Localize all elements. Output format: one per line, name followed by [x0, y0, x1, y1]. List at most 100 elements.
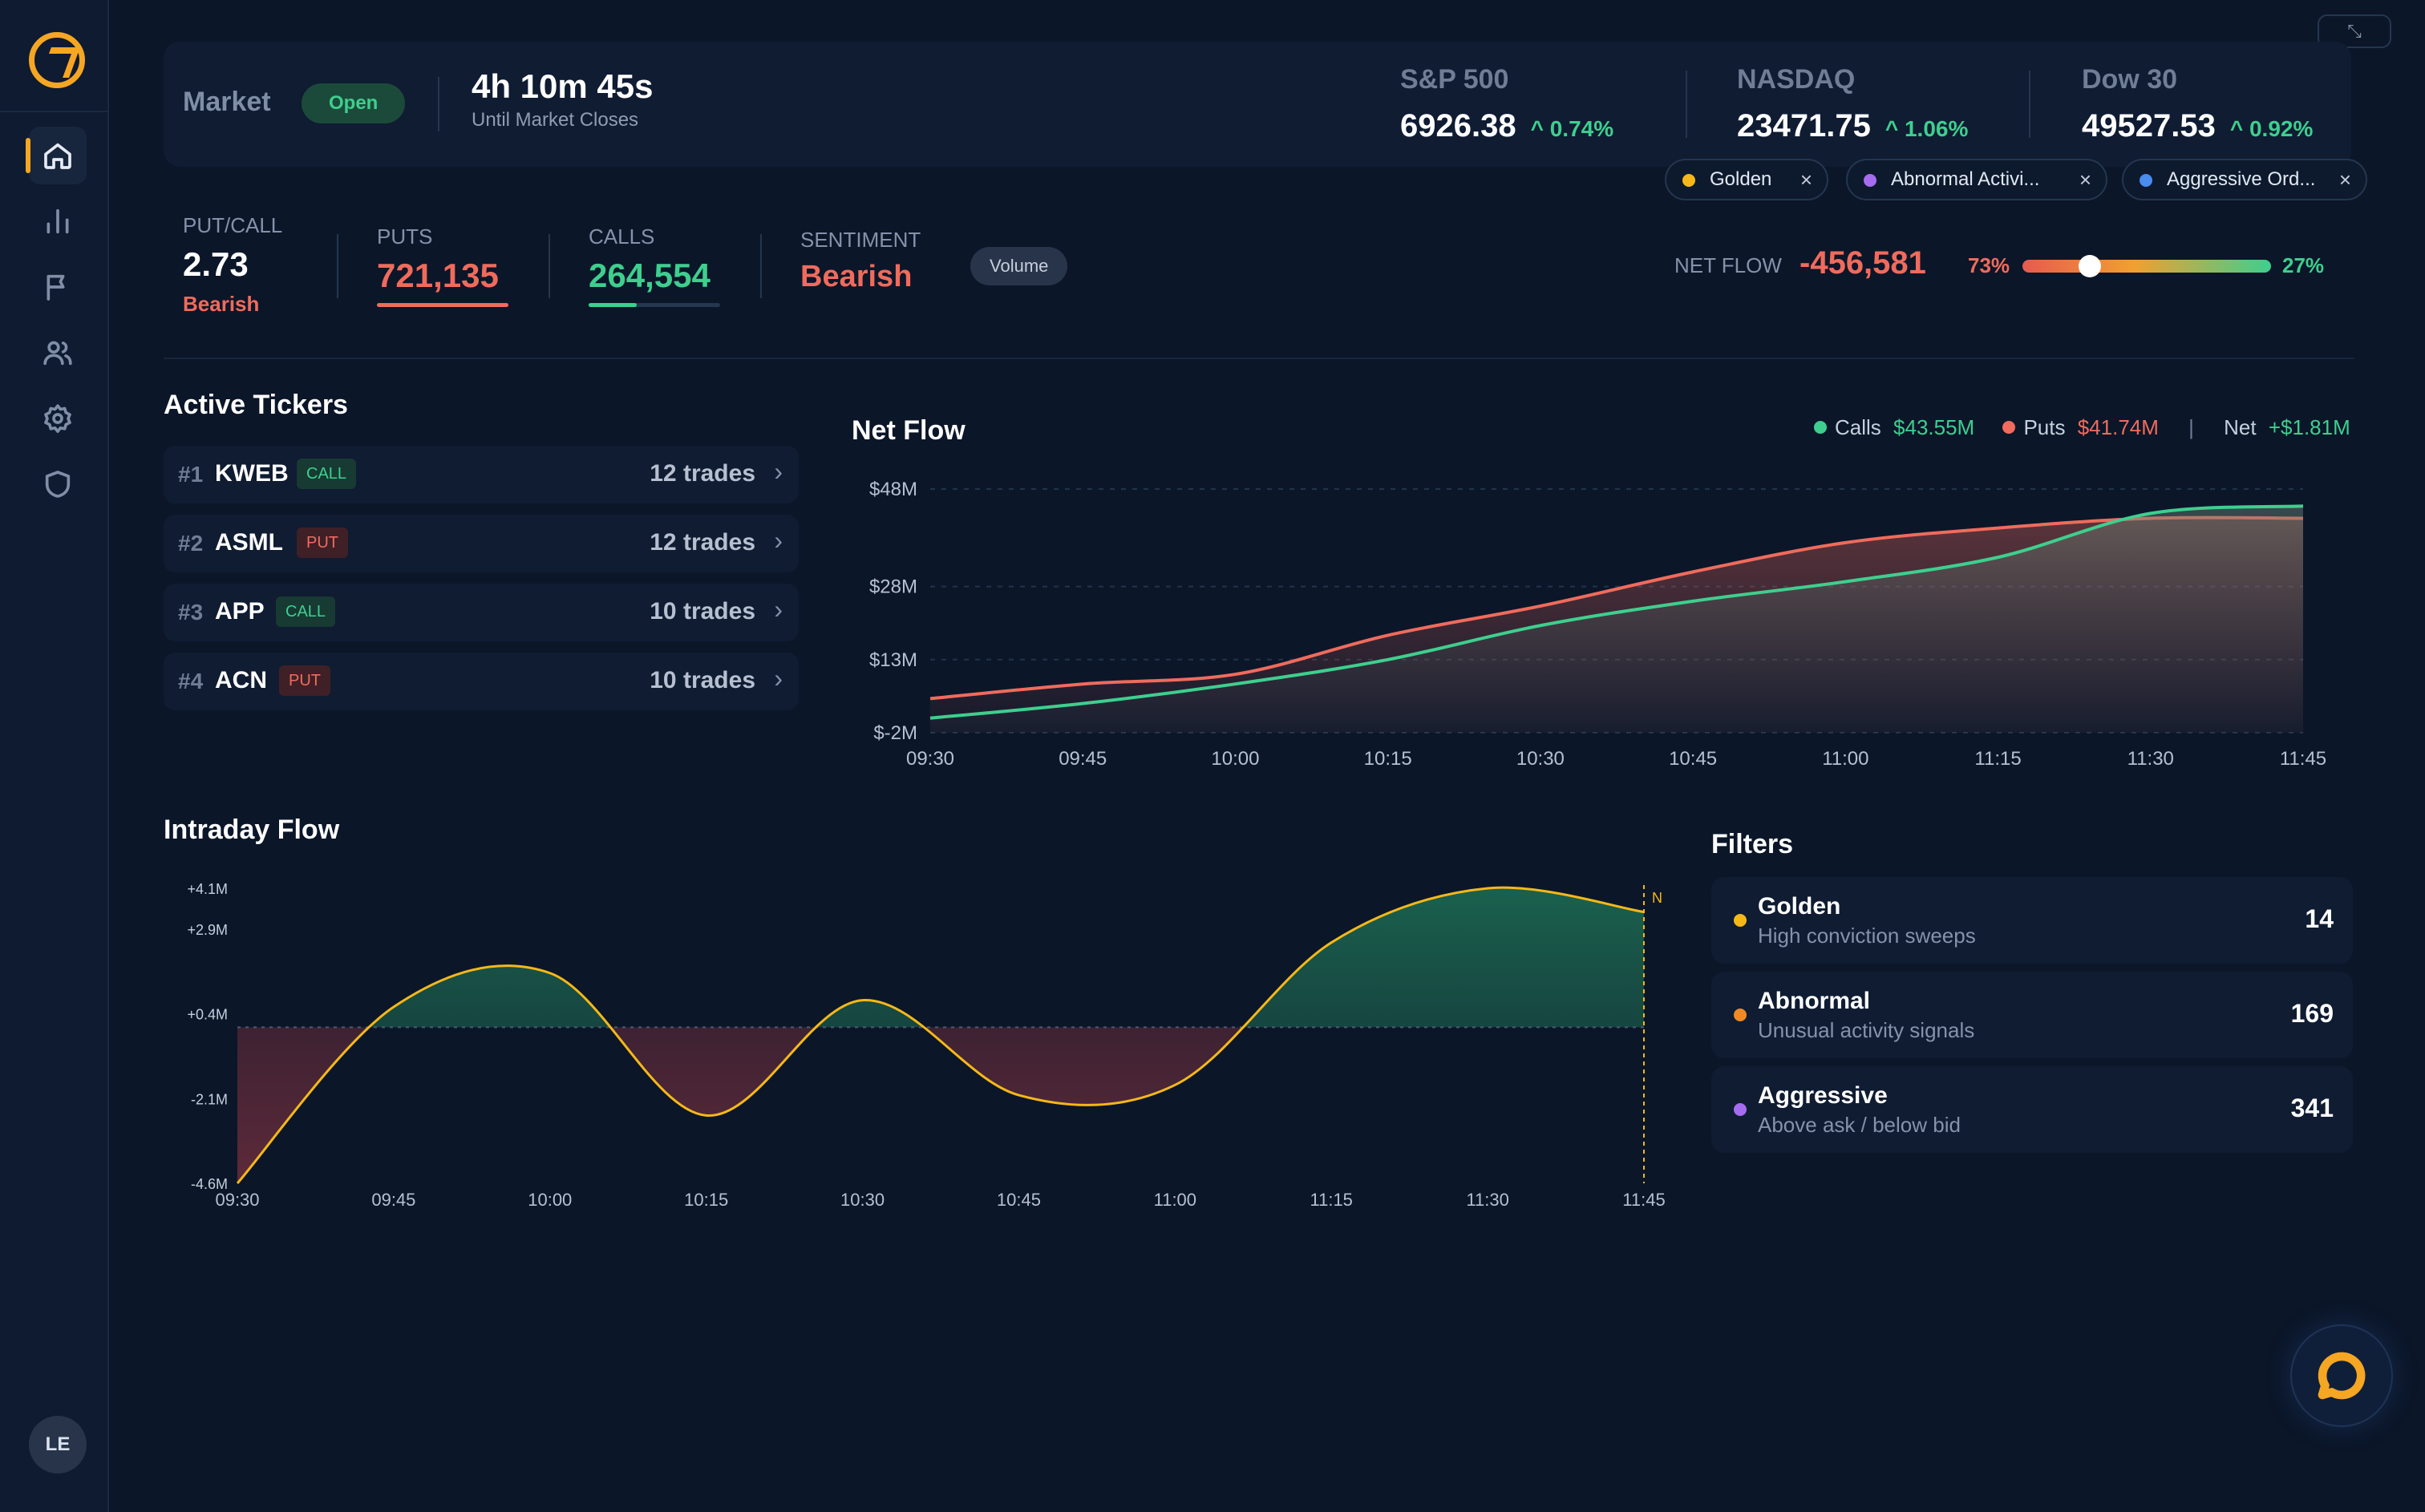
chip-label: Abnormal Activi... [1891, 168, 2040, 190]
x-tick-label: 11:00 [1154, 1190, 1196, 1210]
puts-label: PUTS [377, 224, 433, 249]
market-bar: Market Open 4h 10m 45s Until Market Clos… [164, 42, 2351, 167]
x-tick-label: 10:30 [840, 1190, 885, 1210]
calls-bar [589, 303, 637, 307]
index-dow30: Dow 30 49527.53 ^ 0.92% [2082, 64, 2313, 144]
y-tick-label: $48M [869, 479, 917, 500]
volume-button[interactable]: Volume [970, 247, 1068, 285]
nav-users[interactable] [29, 324, 87, 382]
divider [2029, 71, 2030, 138]
x-tick-label: 11:30 [1466, 1190, 1508, 1210]
filter-subtitle: Unusual activity signals [1758, 1018, 1975, 1042]
filter-dot [1734, 1009, 1747, 1021]
x-tick-label: 09:30 [906, 748, 954, 770]
ticker-trades: 12 trades [650, 460, 755, 487]
index-change: ^ 0.74% [1530, 116, 1614, 141]
y-tick-label: -4.6M [191, 1176, 228, 1192]
putcall-label: PUT/CALL [183, 213, 283, 237]
chip-aggressive[interactable]: Aggressive Ord... × [2122, 159, 2367, 200]
index-name: Dow 30 [2082, 64, 2178, 95]
flag-icon [47, 274, 65, 301]
filter-title: Aggressive [1758, 1082, 1888, 1109]
index-name: NASDAQ [1737, 64, 1856, 95]
x-tick-label: 10:45 [997, 1190, 1041, 1210]
index-change: ^ 1.06% [1885, 116, 1969, 141]
x-tick-label: 10:00 [1211, 748, 1259, 770]
chevron-right-icon: › [774, 664, 783, 693]
nav-home[interactable] [26, 127, 87, 184]
ticker-row[interactable]: #1 KWEB CALL 12 trades › [164, 446, 799, 503]
divider [337, 234, 338, 298]
y-tick-label: +2.9M [187, 922, 228, 938]
putcall-note: Bearish [183, 292, 260, 316]
x-tick-label: 11:15 [1310, 1190, 1353, 1210]
ticker-trades: 12 trades [650, 529, 755, 556]
sentiment-label: SENTIMENT [800, 228, 921, 252]
close-icon[interactable]: × [1800, 168, 1812, 192]
filter-title: Golden [1758, 893, 1841, 920]
x-tick-label: 10:30 [1516, 748, 1565, 770]
avatar[interactable]: LE [29, 1416, 87, 1474]
calls-value: 264,554 [589, 257, 710, 294]
ticker-rank: #2 [178, 531, 204, 556]
gear-icon [44, 404, 71, 433]
x-tick-label: 11:15 [1974, 748, 2021, 770]
filter-golden[interactable]: Golden High conviction sweeps 14 [1711, 877, 2353, 964]
countdown-caption: Until Market Closes [472, 109, 639, 131]
legend-puts-label: Puts [2023, 415, 2066, 439]
divider [760, 234, 762, 298]
y-tick-label: $28M [869, 576, 917, 598]
nav-security[interactable] [29, 455, 87, 513]
y-tick-label: -2.1M [191, 1091, 228, 1107]
index-value: 23471.75 [1737, 108, 1871, 144]
ticker-type-badge: PUT [297, 528, 348, 558]
divider [1686, 71, 1687, 138]
y-tick-label: +0.4M [187, 1007, 228, 1023]
home-icon [44, 143, 71, 169]
calls-label: CALLS [589, 224, 655, 249]
netflow-legend: Calls $43.55M Puts $41.74M | Net +$1.81M [1814, 415, 2350, 440]
collapse-icon[interactable]: ⤡ [2318, 14, 2391, 48]
ticker-row[interactable]: #3 APP CALL 10 trades › [164, 584, 799, 641]
nav-settings[interactable] [29, 390, 87, 447]
index-value: 6926.38 [1400, 108, 1516, 144]
filter-subtitle: High conviction sweeps [1758, 924, 1976, 948]
legend-calls-value: $43.55M [1893, 415, 1975, 439]
index-change: ^ 0.92% [2229, 116, 2314, 141]
bar-chart-icon [47, 208, 69, 234]
chip-label: Golden [1710, 168, 1772, 190]
ticker-symbol: KWEB [215, 460, 289, 487]
chip-abnormal[interactable]: Abnormal Activi... × [1846, 159, 2107, 200]
nav-analytics[interactable] [29, 192, 87, 250]
chip-label: Aggressive Ord... [2167, 168, 2316, 190]
divider [438, 77, 439, 131]
ticker-row[interactable]: #4 ACN PUT 10 trades › [164, 653, 799, 710]
close-icon[interactable]: × [2079, 168, 2091, 192]
x-tick-label: 10:00 [528, 1190, 572, 1210]
nav-flags[interactable] [29, 258, 87, 316]
chip-golden[interactable]: Golden × [1665, 159, 1828, 200]
filter-abnormal[interactable]: Abnormal Unusual activity signals 169 [1711, 972, 2353, 1058]
shield-icon [45, 471, 71, 498]
puts-value: 721,135 [377, 257, 499, 294]
sidebar-divider [0, 111, 109, 112]
ticker-row[interactable]: #2 ASML PUT 12 trades › [164, 515, 799, 572]
legend-separator: | [2188, 415, 2194, 439]
ticker-type-badge: CALL [297, 459, 357, 489]
chat-button[interactable] [2290, 1324, 2393, 1427]
chat-icon [2318, 1352, 2366, 1400]
ticker-rank: #4 [178, 669, 204, 693]
filter-dot [1734, 914, 1747, 927]
filter-count: 341 [2290, 1094, 2334, 1122]
chip-dot [2140, 174, 2152, 187]
filter-aggressive[interactable]: Aggressive Above ask / below bid 341 [1711, 1066, 2353, 1153]
legend-puts-value: $41.74M [2077, 415, 2159, 439]
active-tickers-title: Active Tickers [164, 390, 348, 420]
logo-icon[interactable] [29, 32, 85, 88]
series-line-calls [929, 504, 2304, 720]
netflow-chart: $48M $28M $13M $-2M 09:30 09:45 10:00 10:15 10:3… [869, 479, 2326, 770]
close-icon[interactable]: × [2338, 168, 2351, 192]
now-marker-label: N [1652, 890, 1662, 906]
filter-count: 169 [2290, 999, 2334, 1028]
